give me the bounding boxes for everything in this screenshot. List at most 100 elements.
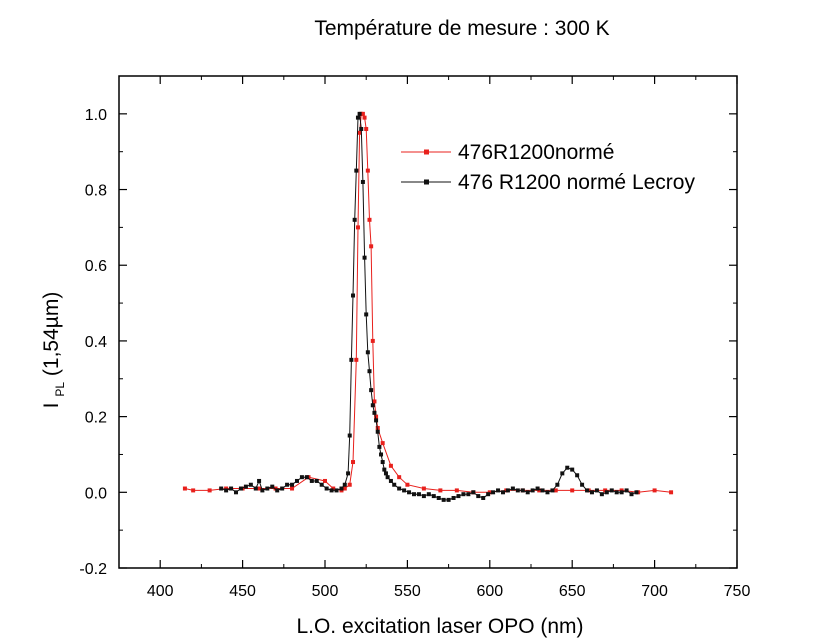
data-point	[604, 490, 609, 495]
x-tick-label: 600	[476, 583, 503, 600]
data-point	[380, 441, 385, 446]
data-point	[407, 490, 412, 495]
data-point	[451, 495, 456, 500]
data-point	[334, 488, 339, 493]
data-point	[219, 486, 224, 491]
data-point	[652, 488, 657, 493]
data-point	[347, 433, 352, 438]
data-point	[500, 490, 505, 495]
data-point	[290, 486, 295, 491]
series-1	[182, 111, 674, 495]
data-point	[375, 429, 380, 434]
data-point	[238, 486, 243, 491]
data-point	[342, 486, 347, 491]
data-point	[471, 490, 476, 495]
data-point	[372, 410, 377, 415]
data-point	[324, 486, 329, 491]
data-point	[397, 486, 402, 491]
data-point	[405, 482, 410, 487]
data-point	[545, 490, 550, 495]
data-point	[382, 467, 387, 472]
data-point	[323, 478, 327, 483]
legend-marker	[424, 179, 429, 185]
data-point	[446, 497, 451, 502]
data-point	[285, 482, 290, 487]
data-point	[370, 403, 375, 408]
data-point	[362, 115, 367, 120]
plot-area	[182, 111, 674, 502]
data-point	[585, 488, 590, 493]
data-point	[257, 478, 262, 483]
data-point	[388, 463, 393, 468]
data-point	[294, 478, 299, 483]
data-point	[589, 490, 594, 495]
data-point	[191, 488, 196, 493]
data-point	[369, 244, 374, 249]
data-point	[365, 168, 370, 173]
x-tick-label: 750	[724, 583, 751, 600]
legend-label: 476 R1200 normé Lecroy	[458, 171, 695, 194]
y-tick-label: -0.2	[79, 561, 107, 578]
data-point	[360, 111, 365, 116]
data-point	[253, 486, 258, 491]
legend-item-2: 476 R1200 normé Lecroy	[401, 171, 695, 194]
data-point	[575, 473, 580, 478]
legend-item-1: 476R1200normé	[401, 141, 614, 164]
data-point	[624, 488, 629, 493]
data-point	[354, 357, 359, 362]
data-point	[383, 471, 388, 476]
data-point	[456, 494, 461, 499]
data-point	[481, 495, 486, 500]
data-point	[275, 488, 280, 493]
data-point	[426, 492, 431, 497]
data-point	[339, 486, 344, 491]
x-tick-label: 700	[641, 583, 668, 600]
data-point	[349, 357, 354, 362]
y-tick-label: 1.0	[85, 107, 107, 124]
data-point	[347, 482, 352, 487]
axis-ticks: 400 450 500 550 600 650 700 750 -0.2 0.0 0.2 0.4 0.6…	[79, 76, 750, 600]
data-point	[248, 482, 253, 487]
data-point	[364, 312, 369, 317]
data-point	[352, 217, 357, 222]
data-point	[372, 399, 377, 404]
data-point	[290, 482, 295, 487]
x-tick-label: 450	[229, 583, 256, 600]
data-point	[354, 168, 359, 173]
data-point	[365, 350, 370, 355]
data-point	[510, 486, 515, 491]
data-point	[346, 471, 351, 476]
data-point	[609, 488, 614, 493]
data-point	[375, 425, 380, 430]
data-point	[553, 488, 558, 493]
chart-title: Température de mesure : 300 K	[314, 17, 609, 40]
data-point	[380, 460, 385, 465]
data-point	[421, 486, 426, 491]
data-point	[629, 492, 634, 497]
x-tick-label: 650	[559, 583, 586, 600]
data-point	[461, 492, 466, 497]
x-tick-label: 400	[147, 583, 174, 600]
data-point	[555, 482, 560, 487]
y-axis-title-rest: (1,54µm)	[40, 292, 63, 376]
legend: 476R1200normé 476 R1200 normé Lecroy	[401, 141, 695, 194]
data-point	[260, 488, 265, 493]
data-point	[367, 369, 372, 374]
data-point	[594, 488, 599, 493]
data-point	[560, 471, 565, 476]
data-point	[357, 111, 362, 116]
data-point	[388, 478, 393, 483]
data-point	[207, 488, 212, 493]
data-point	[411, 492, 416, 497]
data-point	[402, 488, 407, 493]
data-point	[367, 217, 372, 222]
x-axis-title: L.O. excitation laser OPO (nm)	[296, 615, 583, 638]
data-point	[515, 488, 520, 493]
x-tick-label: 500	[312, 583, 339, 600]
data-point	[486, 492, 491, 497]
data-point	[355, 115, 360, 120]
data-point	[614, 490, 619, 495]
data-point	[224, 488, 229, 493]
data-point	[359, 126, 364, 131]
data-point	[362, 255, 367, 260]
